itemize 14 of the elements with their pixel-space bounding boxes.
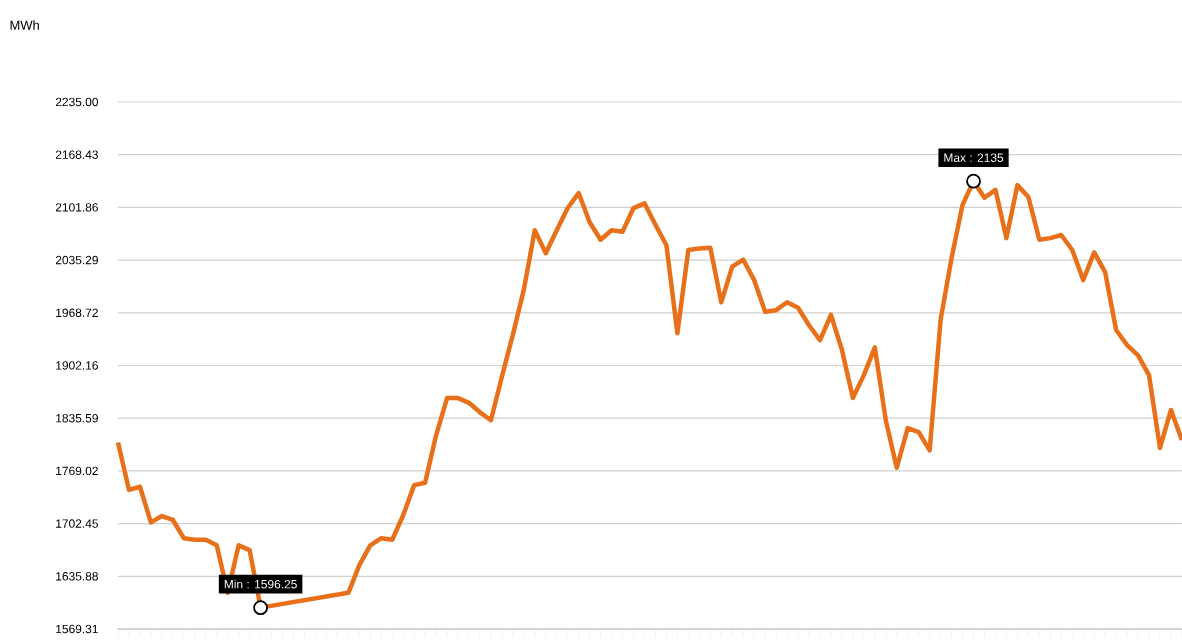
annotation: Min : 1596.25	[224, 579, 297, 589]
y-tick-label: 1569.31	[56, 624, 98, 634]
annotation: Max : 2135	[944, 153, 1004, 162]
y-tick-label: 1968.72	[56, 308, 98, 318]
y-tick-label: 1702.45	[56, 519, 98, 528]
text: MWh	[10, 20, 39, 30]
y-tick-label: 2235.00	[55, 97, 99, 107]
y-tick-label: 1835.59	[56, 413, 98, 423]
y-tick-label: 2168.43	[55, 150, 98, 159]
y-tick-label: 1635.88	[56, 572, 98, 581]
y-tick-label: 1769.02	[56, 466, 98, 476]
y-tick-label: 2035.29	[55, 255, 98, 265]
y-tick-label: 1902.16	[56, 361, 98, 370]
y-tick-label: 2101.86	[55, 203, 98, 212]
